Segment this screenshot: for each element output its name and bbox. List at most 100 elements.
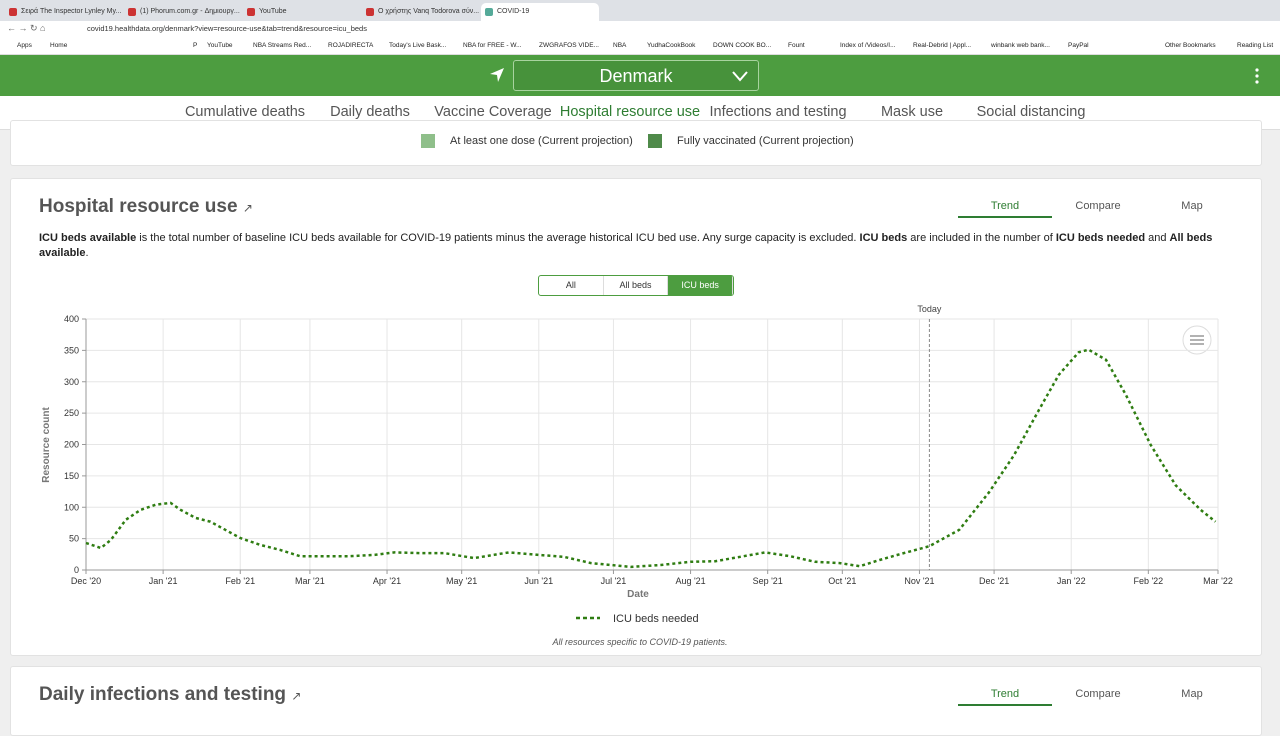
x-tick-label: Apr '21: [373, 576, 401, 586]
y-tick-label: 0: [74, 565, 79, 575]
nav-item[interactable]: Daily deaths: [330, 104, 410, 120]
x-tick-label: Aug '21: [675, 576, 705, 586]
x-tick-label: Feb '22: [1133, 576, 1163, 586]
view-tab[interactable]: Map: [1181, 200, 1203, 212]
toggle-button[interactable]: All: [539, 276, 604, 295]
bookmark[interactable]: Today's Live Bask...: [389, 42, 447, 49]
link-icon[interactable]: ↗: [242, 201, 253, 215]
card-title: Hospital resource use ↗: [39, 196, 253, 218]
legend-label: Fully vaccinated (Current projection): [677, 135, 854, 147]
x-tick-label: Jul '21: [601, 576, 627, 586]
address-bar: ← → ↻ ⌂ covid19.healthdata.org/denmark?v…: [0, 21, 1280, 38]
chevron: [732, 71, 748, 82]
bookmark[interactable]: YouTube: [207, 42, 233, 49]
menu-icon[interactable]: [1254, 67, 1260, 85]
bookmark[interactable]: Index of /Videos/I...: [840, 42, 896, 49]
description-text: ICU beds needed: [1055, 232, 1146, 244]
legend-swatch: [648, 134, 662, 148]
bookmark[interactable]: P: [193, 42, 198, 49]
view-tab[interactable]: Compare: [1075, 200, 1121, 212]
x-tick-label: Mar '21: [295, 576, 325, 586]
bookmarks-bar: Apps Home P YouTube NBA Streams Red... ROJADI…: [0, 38, 1280, 55]
y-tick-label: 200: [64, 440, 79, 450]
browser-tab[interactable]: Ο χρήστης Vanq Todorova σύν...: [362, 3, 480, 21]
description-text: are included in the number of: [907, 232, 1056, 244]
bookmark[interactable]: ROJADIRECTA: [328, 42, 374, 49]
bookmark[interactable]: Real-Debrid | Appl...: [913, 42, 972, 49]
description-text: ICU beds available: [39, 232, 137, 244]
previous-card: [10, 120, 1262, 166]
url[interactable]: covid19.healthdata.org/denmark?view=reso…: [87, 24, 367, 33]
nav-item[interactable]: Vaccine Coverage: [434, 104, 552, 120]
bookmark[interactable]: Apps: [17, 42, 32, 49]
line-series: [85, 348, 1217, 569]
nav-bar: Cumulative deaths Daily deaths Vaccine Cov…: [0, 96, 1280, 130]
browser-tab[interactable]: YouTube: [243, 3, 361, 21]
x-tick-label: Dec '21: [979, 576, 1009, 586]
description-text: and: [1145, 232, 1170, 244]
view-tab[interactable]: Trend: [990, 200, 1020, 212]
settings-button[interactable]: [1182, 325, 1212, 355]
active-underline: [958, 216, 1052, 218]
bookmark[interactable]: NBA: [613, 42, 627, 49]
link-icon[interactable]: ↗: [291, 689, 302, 703]
tab-bar: Σειρά The Inspector Lynley My... (1) Phor…: [0, 0, 1280, 21]
card-title: Daily infections and testing ↗: [39, 684, 301, 706]
resource-toggle: All All beds ICU beds: [538, 275, 734, 296]
bookmark[interactable]: NBA Streams Red...: [253, 42, 312, 49]
bookmark[interactable]: DOWN COOK BO...: [713, 42, 772, 49]
browser-tab[interactable]: Σειρά The Inspector Lynley My...: [5, 3, 123, 21]
legend-label: ICU beds needed: [613, 613, 699, 625]
x-tick-label: May '21: [446, 576, 477, 586]
x-tick-label: Jan '22: [1057, 576, 1086, 586]
x-tick-label: Jan '21: [149, 576, 178, 586]
description-text: ICU beds: [859, 232, 908, 244]
y-tick-label: 100: [64, 502, 79, 512]
view-tab[interactable]: Trend: [990, 688, 1020, 700]
bookmark[interactable]: Other Bookmarks: [1165, 42, 1216, 49]
active-underline: [958, 704, 1052, 706]
nav-item[interactable]: Infections and testing: [709, 104, 847, 120]
toggle-button[interactable]: ICU beds: [668, 276, 733, 295]
bookmark[interactable]: NBA for FREE - W...: [463, 42, 522, 49]
bookmark[interactable]: YudhaCookBook: [647, 42, 696, 49]
browser-tab[interactable]: (1) Phorum.com.gr - Δημιουργ...: [124, 3, 242, 21]
bookmark[interactable]: winbank web bank...: [991, 42, 1050, 49]
hospital-card: Hospital resource use ↗: [10, 178, 1262, 656]
footnote: All resources specific to COVID-19 patie…: [552, 637, 728, 647]
description: ICU beds available is the total number o…: [39, 231, 1244, 261]
x-tick-label: Jun '21: [524, 576, 553, 586]
bookmark[interactable]: Home: [50, 42, 68, 49]
x-tick-label: Oct '21: [828, 576, 856, 586]
nav-item[interactable]: Social distancing: [976, 104, 1086, 120]
location-dropdown[interactable]: Denmark: [513, 60, 759, 91]
y-tick-label: 350: [64, 345, 79, 355]
view-tab[interactable]: Compare: [1075, 688, 1121, 700]
legend-label: At least one dose (Current projection): [450, 135, 633, 147]
x-tick-label: Mar '22: [1203, 576, 1233, 586]
bookmark[interactable]: Fount: [788, 42, 805, 49]
location: Denmark: [599, 66, 673, 86]
view-tab[interactable]: Map: [1181, 688, 1203, 700]
x-tick-label: Nov '21: [904, 576, 934, 586]
x-tick-label: Dec '20: [71, 576, 101, 586]
title-text: Hospital resource use: [39, 196, 238, 217]
annotation-label: Today: [917, 304, 942, 314]
chart: Resource count Date 0 50 100 150 200 250 300 35…: [41, 304, 1233, 625]
description-text: .: [85, 247, 89, 259]
browser-tab[interactable]: COVID-19: [481, 3, 599, 21]
bookmark[interactable]: PayPal: [1068, 42, 1089, 49]
location-icon[interactable]: [489, 67, 505, 83]
nav-item[interactable]: Cumulative deaths: [184, 104, 306, 120]
bookmark[interactable]: ZWGRAFOS VIDE...: [539, 42, 599, 49]
y-tick-label: 150: [64, 471, 79, 481]
x-axis-label: Date: [627, 589, 649, 600]
y-tick-label: 50: [69, 534, 79, 544]
toggle-button[interactable]: All beds: [604, 276, 669, 295]
description-text: is the total number of baseline ICU beds…: [136, 232, 860, 244]
y-tick-label: 400: [64, 314, 79, 324]
bookmark[interactable]: Reading List: [1237, 42, 1274, 49]
nav-item[interactable]: Mask use: [880, 104, 944, 120]
description-text: All beds available: [39, 232, 1213, 259]
